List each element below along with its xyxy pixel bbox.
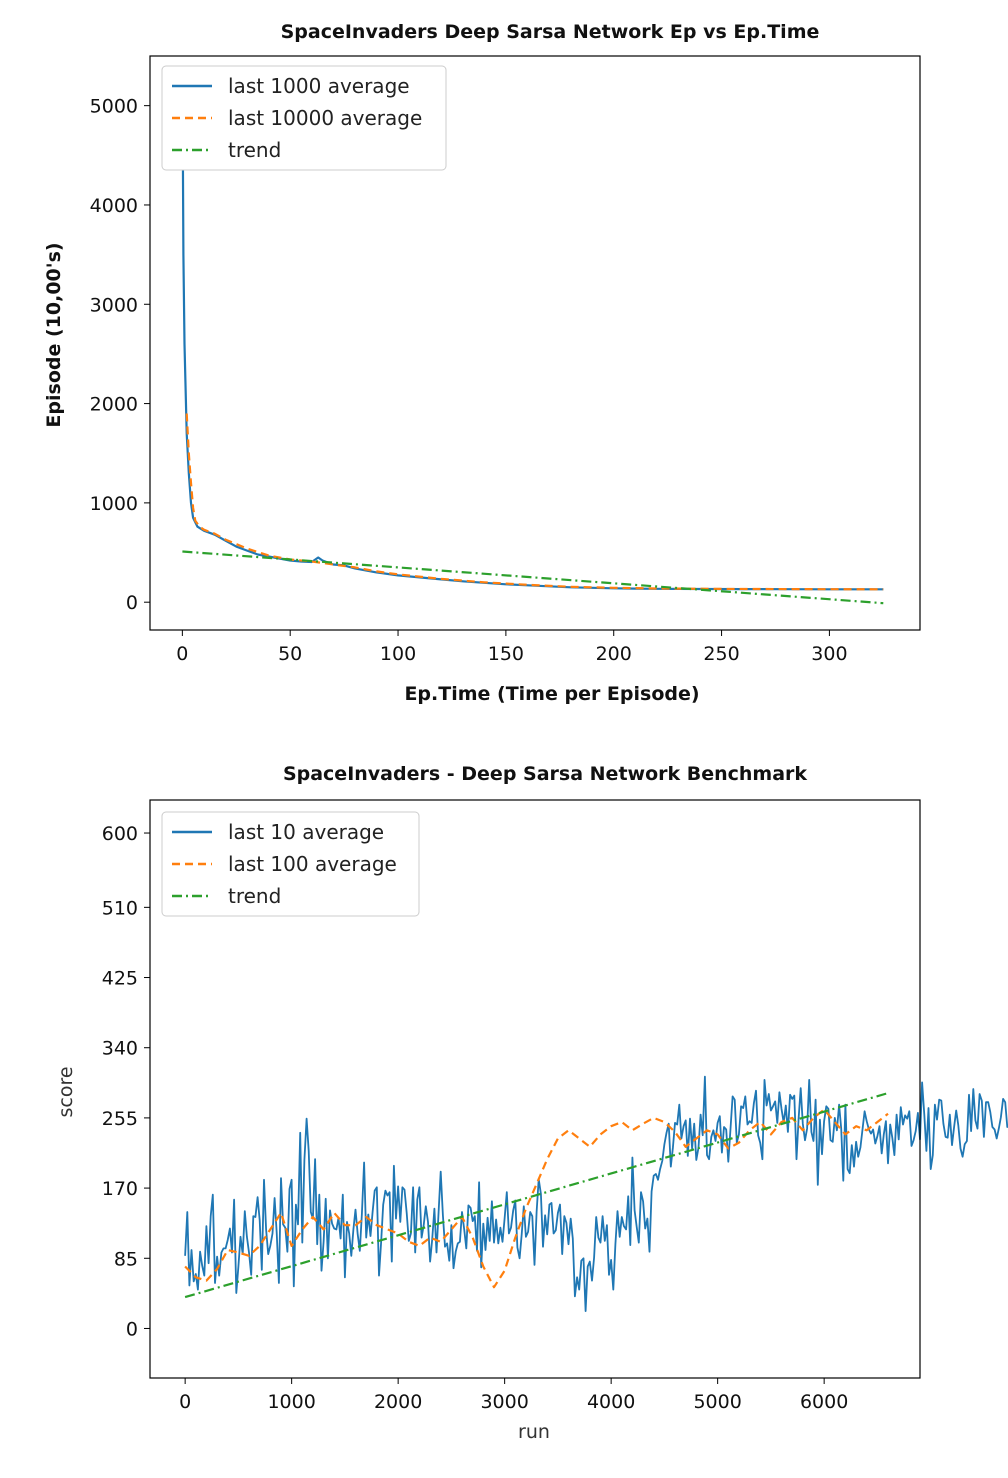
y-tick-label: 3000 <box>90 294 138 316</box>
chart2-legend-label-trend: trend <box>228 884 281 908</box>
chart1-plot-area <box>181 65 884 605</box>
y-tick-label: 255 <box>102 1108 138 1130</box>
x-tick-label: 0 <box>179 1391 191 1413</box>
x-tick-label: 0 <box>176 643 188 665</box>
chart1-legend-label-1000: last 1000 average <box>228 74 410 98</box>
y-tick-label: 510 <box>102 897 138 919</box>
chart2-title: SpaceInvaders - Deep Sarsa Network Bench… <box>283 763 807 785</box>
chart1-xlabel: Ep.Time (Time per Episode) <box>404 683 699 705</box>
chart2-ylabel: score <box>55 1066 77 1117</box>
x-tick-label: 50 <box>278 643 302 665</box>
chart2-legend-label-100: last 100 average <box>228 852 397 876</box>
chart2-plot-area <box>184 1075 1008 1312</box>
y-tick-label: 0 <box>126 592 138 614</box>
chart2-legend-box <box>161 811 420 917</box>
chart1-legend-label-10000: last 10000 average <box>228 106 422 130</box>
y-tick-label: 600 <box>102 823 138 845</box>
y-tick-label: 425 <box>102 968 138 990</box>
chart2-legend: last 10 average last 100 average trend <box>161 811 420 917</box>
x-tick-label: 100 <box>380 643 416 665</box>
x-tick-label: 1000 <box>267 1391 315 1413</box>
chart1-title: SpaceInvaders Deep Sarsa Network Ep vs E… <box>281 21 820 43</box>
series-line-last-100-average <box>184 1108 889 1289</box>
x-tick-label: 250 <box>703 643 739 665</box>
x-tick-label: 6000 <box>800 1391 848 1413</box>
chart2-ticks: 0 1000 2000 3000 4000 5000 6000 0 85 170 255 340 425… <box>102 823 849 1413</box>
x-tick-label: 200 <box>596 643 632 665</box>
y-tick-label: 5000 <box>90 96 138 118</box>
chart1-axes-frame <box>149 55 921 631</box>
x-tick-label: 3000 <box>480 1391 528 1413</box>
series-line-trend <box>184 1092 889 1299</box>
y-tick-label: 4000 <box>90 195 138 217</box>
chart1-legend-label-trend: trend <box>228 138 281 162</box>
y-tick-label: 340 <box>102 1038 138 1060</box>
x-tick-label: 4000 <box>587 1391 635 1413</box>
y-tick-label: 0 <box>126 1318 138 1340</box>
series-line-last-10-average <box>184 1075 1008 1312</box>
x-tick-label: 150 <box>488 643 524 665</box>
chart1-legend: last 1000 average last 10000 average tre… <box>161 65 447 171</box>
chart2-axes-frame <box>149 799 921 1379</box>
series-line-last-10000-average <box>185 413 884 591</box>
y-tick-label: 1000 <box>90 493 138 515</box>
x-tick-label: 300 <box>811 643 847 665</box>
chart2-legend-label-10: last 10 average <box>228 820 384 844</box>
chart1-ylabel: Episode (10,00's) <box>43 242 65 427</box>
y-tick-label: 85 <box>114 1248 138 1270</box>
x-tick-label: 2000 <box>374 1391 422 1413</box>
series-line-trend <box>182 550 884 605</box>
chart-episode-vs-time: SpaceInvaders Deep Sarsa Network Ep vs E… <box>43 21 921 705</box>
chart-benchmark: SpaceInvaders - Deep Sarsa Network Bench… <box>55 763 1008 1443</box>
x-tick-label: 5000 <box>693 1391 741 1413</box>
chart2-xlabel: run <box>518 1421 550 1443</box>
chart1-legend-box <box>161 65 447 171</box>
y-tick-label: 170 <box>102 1178 138 1200</box>
y-tick-label: 2000 <box>90 394 138 416</box>
